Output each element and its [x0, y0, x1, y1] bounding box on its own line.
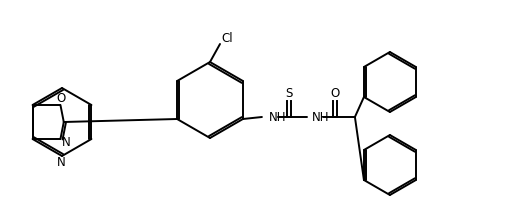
Text: O: O [57, 92, 66, 105]
Text: N: N [56, 157, 65, 170]
Text: NH: NH [269, 111, 286, 124]
Text: O: O [331, 86, 340, 99]
Text: N: N [62, 135, 71, 148]
Text: Cl: Cl [221, 32, 233, 45]
Text: NH: NH [312, 111, 329, 124]
Text: S: S [285, 86, 293, 99]
